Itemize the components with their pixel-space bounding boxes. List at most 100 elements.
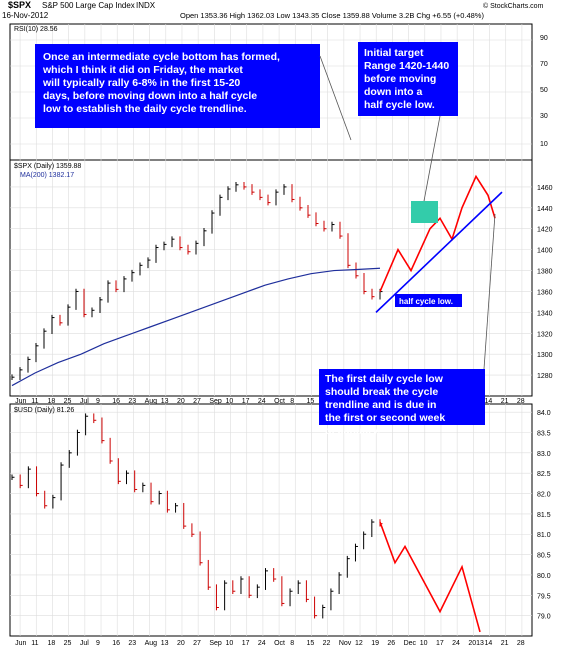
- first-daily-line: should break the cycle: [325, 386, 438, 398]
- x-tick-upper: 21: [501, 398, 509, 405]
- main-annotation-text: Once an intermediate cycle bottom has fo…: [42, 51, 280, 115]
- spx-y-tick: 1420: [537, 227, 553, 234]
- half-cycle-box: [395, 294, 462, 307]
- x-tick-upper: 23: [128, 398, 136, 405]
- x-tick-lower: Jun: [15, 640, 26, 647]
- target-annotation-box: [358, 42, 458, 116]
- rsi-label: RSI(10) 28.56: [14, 26, 58, 33]
- x-tick-upper: 14: [485, 398, 493, 405]
- first-daily-line: trendline and is due in: [325, 399, 436, 411]
- spx-y-tick: 1280: [537, 373, 553, 380]
- x-tick-lower: 12: [355, 640, 363, 647]
- main-annotation-line: days, before moving down into a half cyc…: [43, 90, 257, 102]
- rsi-tick-30: 30: [540, 113, 548, 120]
- cycle-trendline: [375, 191, 503, 313]
- main-pointer: [319, 55, 352, 141]
- x-tick-lower: 2013: [468, 640, 484, 647]
- x-tick-lower: 21: [501, 640, 509, 647]
- x-tick-lower: 27: [193, 640, 201, 647]
- ma200-line: [11, 267, 381, 387]
- x-tick-upper: 28: [517, 398, 525, 405]
- usd-y-tick: 79.0: [537, 614, 551, 621]
- x-tick-lower: 8: [290, 640, 294, 647]
- spx-y-tick: 1320: [537, 331, 553, 338]
- first-daily-line: The first daily cycle low: [325, 373, 444, 385]
- x-tick-upper: 13: [161, 398, 169, 405]
- x-tick-upper: 10: [226, 398, 234, 405]
- x-tick-upper: 9: [96, 398, 100, 405]
- spx-y-tick: 1440: [537, 206, 553, 213]
- x-tick-lower: 16: [112, 640, 120, 647]
- rsi-tick-90: 90: [540, 35, 548, 42]
- x-tick-upper: Jul: [80, 398, 89, 405]
- first-daily-text: The first daily cycle low should break th…: [325, 373, 445, 437]
- header-symbol: $SPX: [8, 0, 31, 10]
- first-daily-line: of January.: [325, 425, 380, 437]
- rsi-tick-10: 10: [540, 141, 548, 148]
- usd-y-tick: 82.5: [537, 471, 551, 478]
- spx-projection-line: [379, 174, 496, 292]
- rsi-tick-70: 70: [540, 61, 548, 68]
- main-annotation-line: which I think it did on Friday, the mark…: [42, 64, 243, 76]
- header-name: S&P 500 Large Cap Index: [42, 1, 135, 10]
- usd-y-tick: 84.0: [537, 410, 551, 417]
- x-tick-upper: Sep: [209, 398, 222, 405]
- x-tick-upper: 15: [306, 398, 314, 405]
- header-date: 16-Nov-2012: [2, 11, 49, 20]
- rsi-tick-50: 50: [540, 87, 548, 94]
- x-tick-upper: 17: [242, 398, 250, 405]
- x-tick-lower: Jul: [80, 640, 89, 647]
- x-tick-upper: 25: [64, 398, 72, 405]
- target-range-box: [411, 201, 438, 223]
- x-tick-upper: Jun: [15, 398, 26, 405]
- spx-panel: [9, 159, 533, 397]
- x-tick-lower: Nov: [339, 640, 352, 647]
- x-tick-lower: 10: [420, 640, 428, 647]
- main-annotation-line: will typically rally 6-8% in the first 1…: [42, 77, 240, 89]
- x-tick-lower: 14: [485, 640, 493, 647]
- x-tick-upper: 8: [290, 398, 294, 405]
- target-annotation-line: before moving: [364, 73, 436, 85]
- header-ohlc: Open 1353.36 High 1362.03 Low 1343.35 Cl…: [180, 11, 484, 20]
- x-tick-lower: 20: [177, 640, 185, 647]
- x-tick-lower: 26: [387, 640, 395, 647]
- first-daily-line: the first or second week: [325, 412, 445, 424]
- first-daily-pointer: [483, 213, 496, 370]
- usd-y-tick: 83.5: [537, 430, 551, 437]
- x-tick-upper: 20: [177, 398, 185, 405]
- spx-price-layer: [11, 174, 503, 387]
- half-cycle-text: half cycle low.: [399, 297, 453, 306]
- ma-label: MA(200) 1382.17: [20, 172, 74, 179]
- usd-y-tick: 81.5: [537, 512, 551, 519]
- x-tick-lower: 19: [371, 640, 379, 647]
- target-annotation-line: Range 1420-1440: [364, 60, 449, 72]
- spx-label: $SPX (Daily) 1359.88: [14, 163, 81, 170]
- usd-y-tick: 82.0: [537, 492, 551, 499]
- x-tick-upper: 27: [193, 398, 201, 405]
- x-tick-lower: 24: [452, 640, 460, 647]
- usd-y-tick: 80.5: [537, 553, 551, 560]
- x-tick-lower: 13: [161, 640, 169, 647]
- x-tick-lower: 17: [436, 640, 444, 647]
- x-tick-lower: 25: [64, 640, 72, 647]
- x-tick-upper: 24: [258, 398, 266, 405]
- spx-y-tick: 1460: [537, 185, 553, 192]
- x-tick-lower: 22: [323, 640, 331, 647]
- x-tick-lower: Oct: [274, 640, 285, 647]
- spx-y-tick: 1300: [537, 352, 553, 359]
- usd-y-tick: 79.5: [537, 593, 551, 600]
- x-tick-lower: 15: [306, 640, 314, 647]
- x-tick-upper: Oct: [274, 398, 285, 405]
- x-tick-lower: 17: [242, 640, 250, 647]
- usd-y-tick: 83.0: [537, 451, 551, 458]
- main-annotation-line: Once an intermediate cycle bottom has fo…: [43, 51, 280, 63]
- main-annotation-box: [35, 44, 320, 128]
- usd-price-layer: [11, 413, 481, 633]
- x-tick-lower: 18: [47, 640, 55, 647]
- target-annotation-line: half cycle low.: [364, 99, 435, 111]
- target-pointer: [423, 115, 441, 202]
- header-exchange: INDX: [136, 1, 156, 10]
- usd-panel: [9, 403, 533, 637]
- x-tick-lower: 9: [96, 640, 100, 647]
